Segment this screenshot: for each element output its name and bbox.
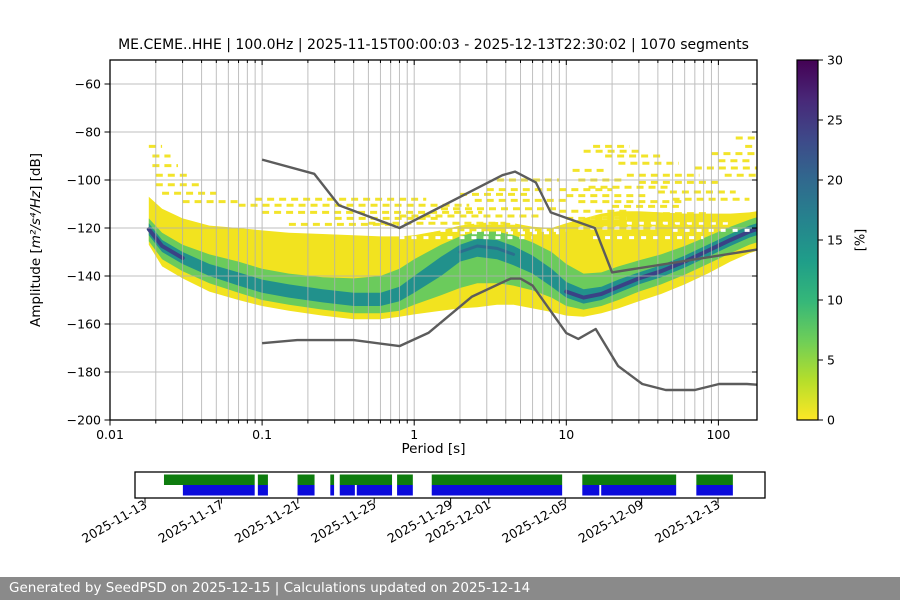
- date-tick-label: 2025-11-17: [155, 497, 225, 546]
- date-tick-label: 2025-11-13: [79, 497, 149, 546]
- y-tick-label: −160: [67, 317, 101, 332]
- nhnm-line: [261, 158, 757, 274]
- colorbar-label: [%]: [853, 228, 869, 252]
- x-tick-label: 0.01: [96, 427, 124, 442]
- colorbar-gradient: [797, 60, 818, 420]
- density-mode-core-dark: [146, 227, 185, 260]
- colorbar-tick-label: 25: [827, 113, 843, 128]
- y-axis-label-units: m²/s⁴/Hz: [28, 190, 44, 249]
- x-tick-label: 10: [558, 427, 574, 442]
- date-tick-label: 2025-12-09: [576, 497, 646, 546]
- y-tick-label: −180: [67, 365, 101, 380]
- availability-green-segment: [696, 474, 733, 485]
- availability-blue-segment: [431, 485, 563, 496]
- y-axis-label: Amplitude [m²/s⁴/Hz] [dB]: [28, 153, 44, 327]
- x-tick-label: 1: [410, 427, 418, 442]
- colorbar-tick-label: 0: [827, 413, 835, 428]
- colorbar-tick-label: 5: [827, 353, 835, 368]
- date-tick-label: 2025-12-05: [499, 497, 569, 546]
- y-tick-label: −60: [75, 77, 101, 92]
- availability-green-segment: [339, 474, 393, 485]
- availability-green-segment: [297, 474, 315, 485]
- colorbar-tick-label: 10: [827, 293, 843, 308]
- axis-ticks: [104, 60, 757, 426]
- availability-green-segment: [397, 474, 413, 485]
- date-tick-label: 2025-11-21: [232, 497, 302, 546]
- availability-blue-segment: [397, 485, 413, 496]
- availability-blue-segment: [356, 485, 393, 496]
- availability-green-segment: [163, 474, 255, 485]
- plot-frame: [109, 59, 758, 421]
- availability-bar: 2025-11-13 2025-11-17 2025-11-21 2025-11-25…: [79, 471, 766, 546]
- availability-blue-segment: [297, 485, 315, 496]
- colorbar-tick-label: 15: [827, 233, 843, 248]
- footer-text: Generated by SeedPSD on 2025-12-15 | Cal…: [9, 580, 531, 596]
- footer-bar: Generated by SeedPSD on 2025-12-15 | Cal…: [0, 577, 900, 600]
- y-tick-label: −80: [75, 125, 101, 140]
- availability-blue-segment: [330, 485, 335, 496]
- y-axis-label-suffix: ] [dB]: [28, 152, 44, 191]
- x-tick-label: 0.1: [252, 427, 272, 442]
- y-tick-label: −200: [67, 413, 101, 428]
- availability-blue-segment: [182, 485, 255, 496]
- availability-blue-segment: [601, 485, 677, 496]
- date-tick-label: 2025-11-25: [308, 497, 378, 546]
- nlnm-line: [261, 277, 757, 392]
- x-tick-label: 100: [706, 427, 730, 442]
- availability-blue-segment: [696, 485, 733, 496]
- y-tick-label: −140: [67, 269, 101, 284]
- ppsd-plot-canvas: 0.01 0.1 1 10 100−60−80−100−120−140−160−180−…: [67, 53, 843, 546]
- colorbar-tick-label: 20: [827, 173, 843, 188]
- date-tick-label: 2025-12-13: [652, 497, 722, 546]
- availability-green-segment: [431, 474, 563, 485]
- x-axis-label: Period [s]: [401, 441, 466, 457]
- colorbar-tick-label: 30: [827, 53, 843, 68]
- availability-blue-segment: [339, 485, 355, 496]
- availability-green-segment: [257, 474, 268, 485]
- y-tick-label: −120: [67, 221, 101, 236]
- y-axis-label-prefix: Amplitude [: [28, 248, 44, 328]
- availability-blue-segment: [582, 485, 600, 496]
- chart-title: ME.CEME..HHE | 100.0Hz | 2025-11-15T00:0…: [118, 37, 749, 53]
- availability-green-segment: [582, 474, 677, 485]
- density-plot: [146, 136, 757, 320]
- density-mode-core-dark: [564, 227, 757, 300]
- density-band-teal: [148, 223, 757, 306]
- availability-frame: [134, 471, 766, 499]
- availability-green-segment: [330, 474, 335, 485]
- availability-blue-segment: [257, 485, 268, 496]
- y-tick-label: −100: [67, 173, 101, 188]
